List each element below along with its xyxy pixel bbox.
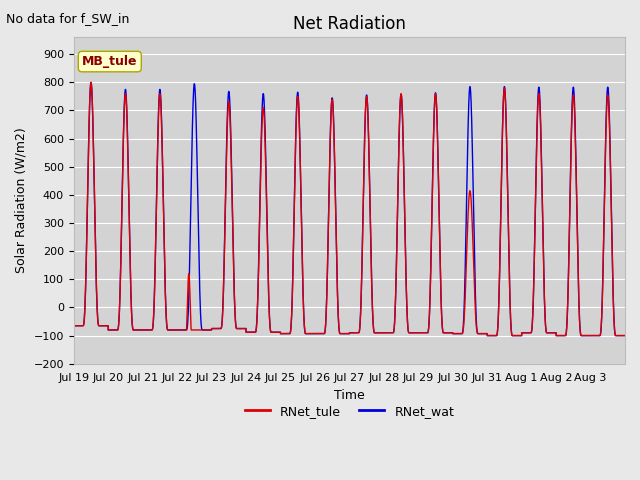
- RNet_tule: [483, 333, 491, 338]
- RNet_wat: [621, 333, 629, 338]
- RNet_tule: [70, 323, 77, 329]
- RNet_tule: [87, 80, 95, 85]
- Line: RNet_wat: RNet_wat: [74, 83, 625, 336]
- RNet_wat: [399, 150, 407, 156]
- RNet_tule: [528, 327, 536, 333]
- X-axis label: Time: Time: [334, 389, 365, 402]
- RNet_tule: [501, 86, 509, 92]
- RNet_tule: [399, 149, 407, 155]
- RNet_tule: [184, 278, 192, 284]
- Text: No data for f_SW_in: No data for f_SW_in: [6, 12, 130, 25]
- RNet_wat: [501, 85, 509, 91]
- RNet_tule: [621, 333, 629, 338]
- Y-axis label: Solar Radiation (W/m2): Solar Radiation (W/m2): [15, 128, 28, 274]
- RNet_tule: [370, 328, 378, 334]
- Line: RNet_tule: RNet_tule: [74, 83, 625, 336]
- RNet_wat: [483, 333, 491, 338]
- Text: MB_tule: MB_tule: [82, 55, 138, 68]
- Legend: RNet_tule, RNet_wat: RNet_tule, RNet_wat: [239, 400, 460, 423]
- RNet_wat: [528, 327, 536, 333]
- RNet_wat: [87, 80, 95, 85]
- RNet_tule: [542, 328, 550, 334]
- Title: Net Radiation: Net Radiation: [293, 15, 406, 33]
- RNet_wat: [542, 328, 550, 334]
- RNet_wat: [370, 328, 378, 334]
- RNet_wat: [70, 323, 77, 329]
- RNet_wat: [184, 311, 192, 317]
